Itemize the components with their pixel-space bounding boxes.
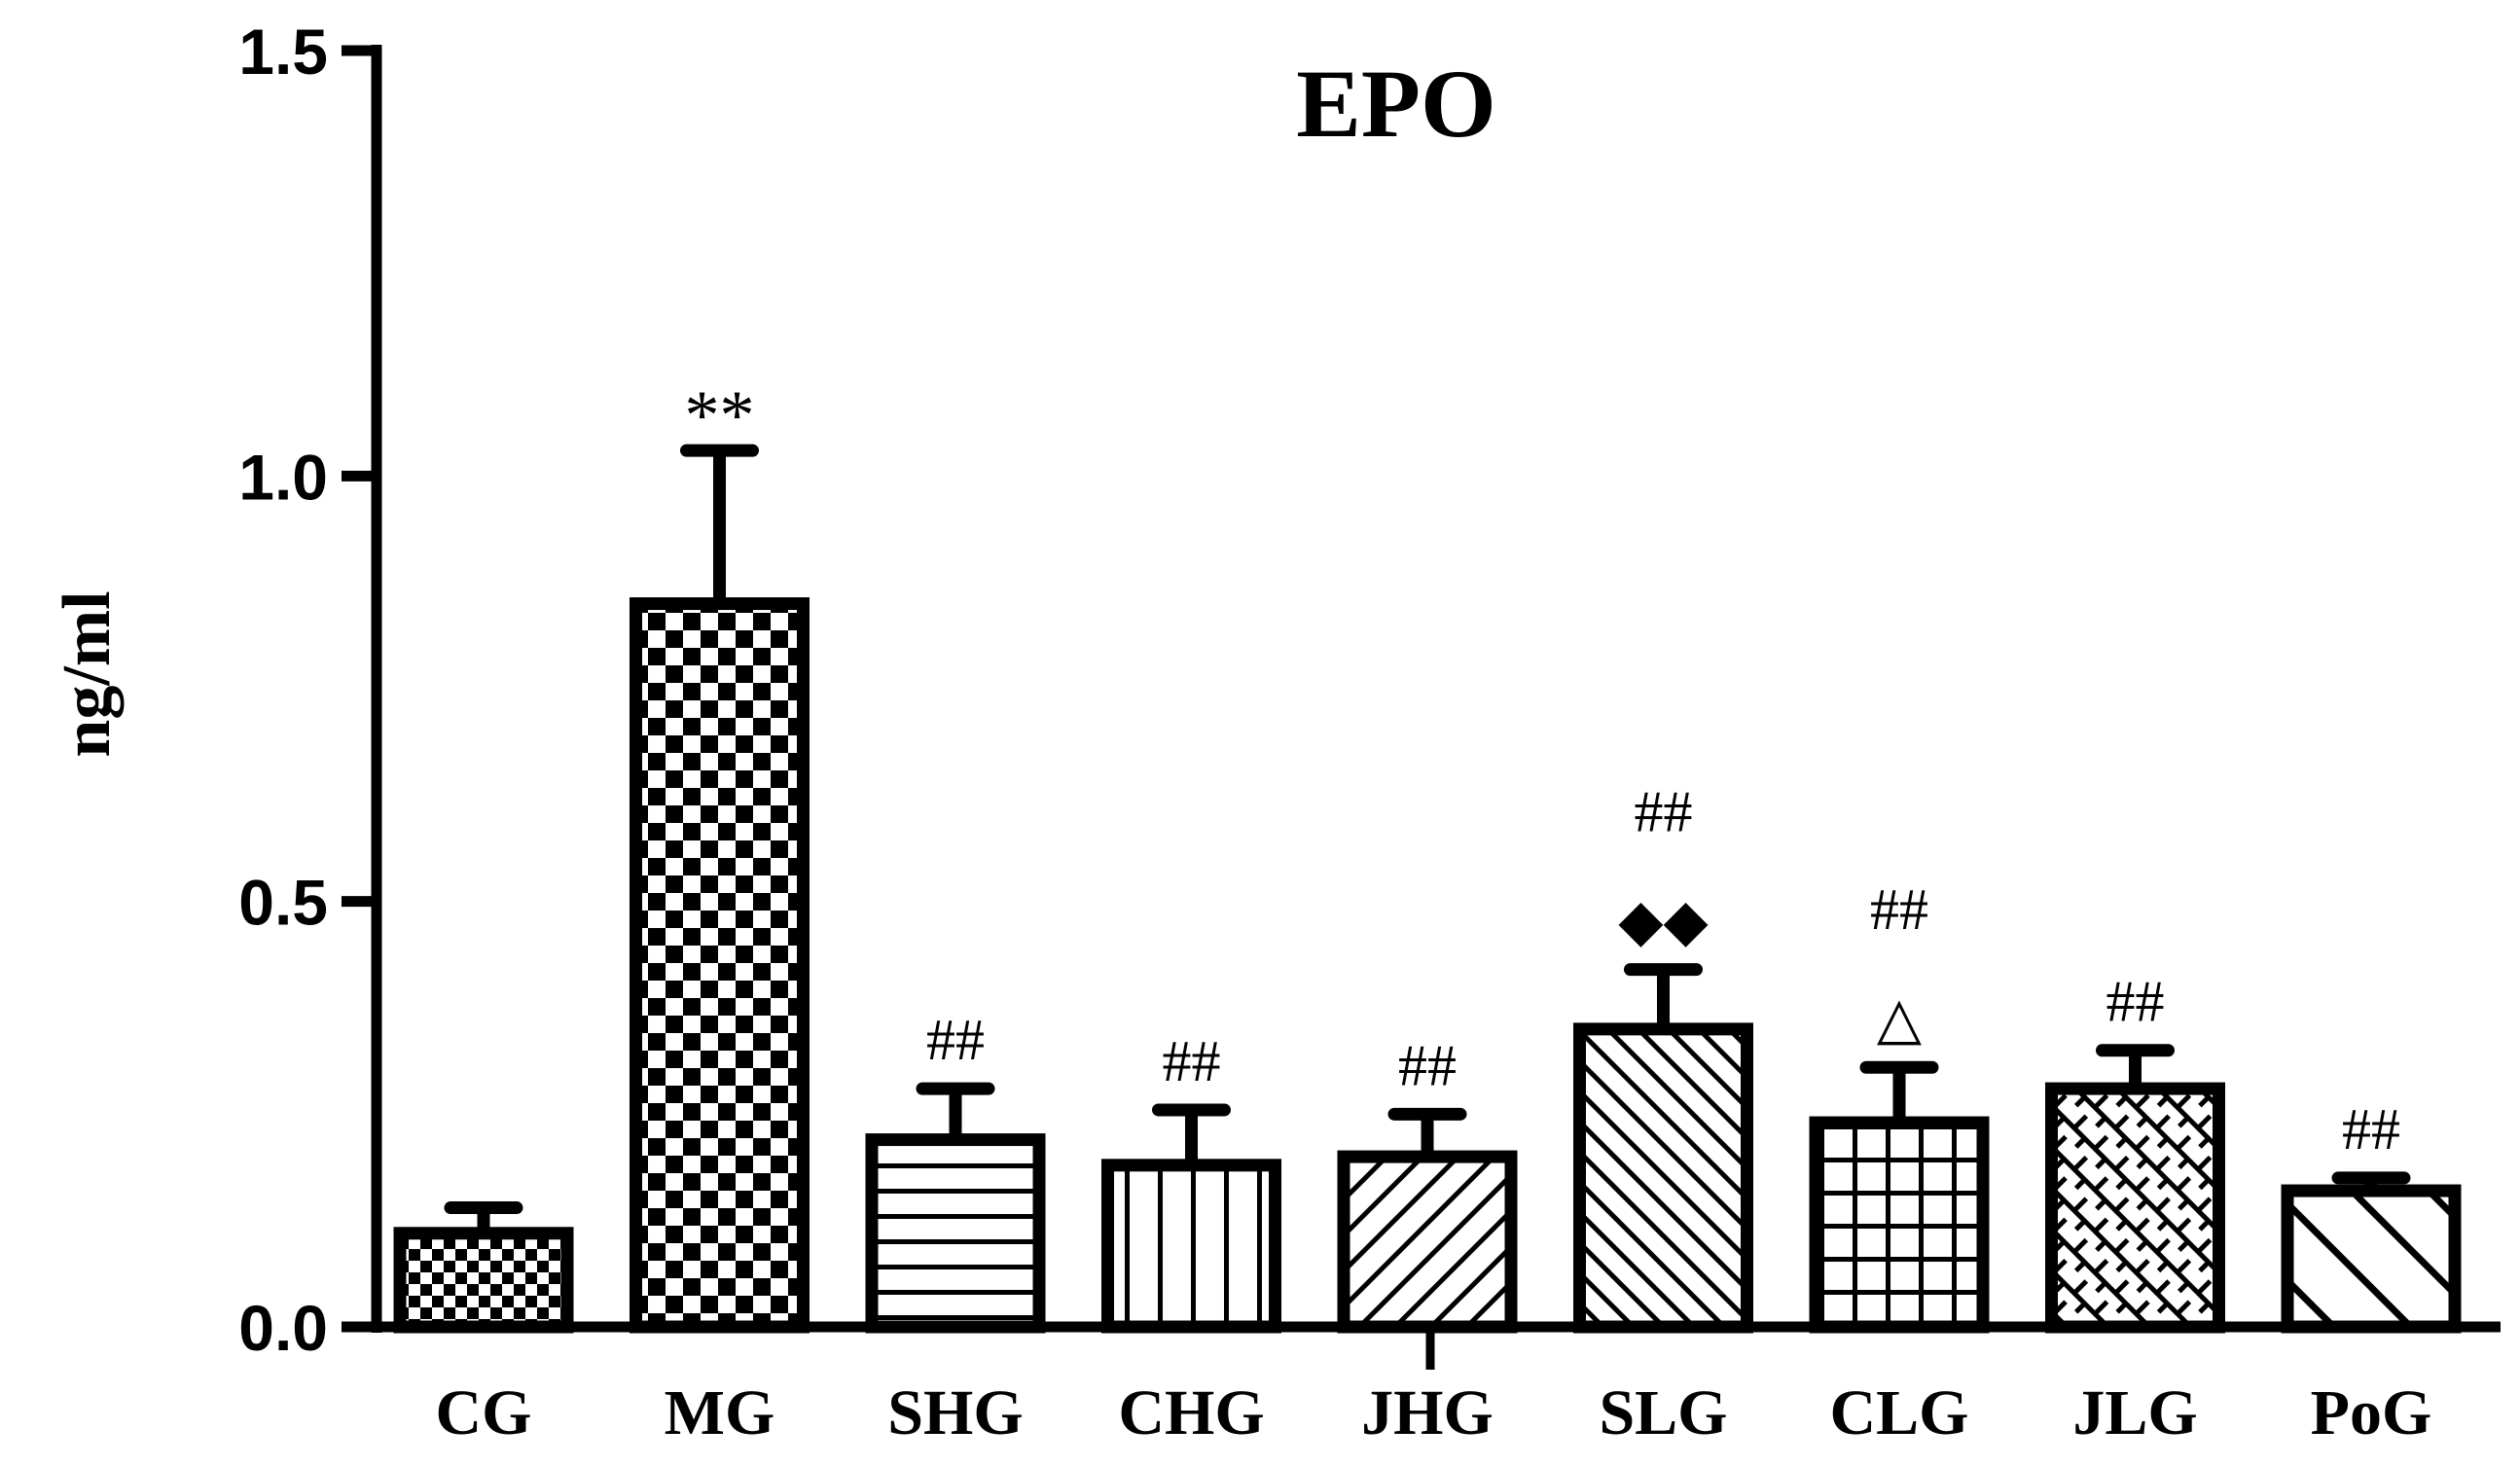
bar-pog [2281, 1184, 2462, 1334]
annotation-jlg-0: ## [2106, 970, 2165, 1034]
axes-layer [342, 45, 2501, 1370]
x-tick-label-shg: SHG [887, 1377, 1023, 1448]
bar-cg [393, 1227, 574, 1334]
x-tick-label-jlg: JLG [2072, 1377, 2197, 1448]
bar-slg [1573, 1022, 1753, 1334]
x-tick-label-pog: PoG [2311, 1377, 2432, 1448]
bar-jhg [1337, 1150, 1518, 1334]
annotation-jhg-0: ## [1398, 1033, 1457, 1097]
bar-jlg [2045, 1082, 2225, 1334]
x-tick-label-jhg: JHG [1361, 1377, 1494, 1448]
y-tick-label-0.5: 0.5 [238, 867, 328, 939]
bar-mg [630, 597, 810, 1334]
x-tick-label-mg: MG [665, 1377, 775, 1448]
x-tick-label-cg: CG [436, 1377, 532, 1448]
bar-shg [865, 1133, 1046, 1334]
y-tick-label-0.0: 0.0 [238, 1292, 328, 1364]
y-tick-label-1.5: 1.5 [238, 16, 328, 88]
annotation-chg-0: ## [1163, 1029, 1221, 1093]
y-tick-label-1.0: 1.0 [238, 441, 328, 513]
labels-layer: CG MG SHG CHG JHG SLG CLG JLG PoG ** ## ## ## ◆◆ ## △ ##… [238, 16, 2431, 1448]
annotation-mg-0: ** [685, 376, 755, 454]
y-axis-label: ng/ml [50, 590, 125, 757]
x-tick-label-clg: CLG [1829, 1377, 1968, 1448]
x-tick-label-chg: CHG [1118, 1377, 1264, 1448]
bar-clg [1809, 1116, 1990, 1334]
annotation-pog-0: ## [2342, 1097, 2400, 1161]
annotation-slg-1: ◆◆ [1618, 889, 1708, 953]
chart-title: EPO [1296, 50, 1496, 158]
annotation-shg-0: ## [926, 1008, 985, 1072]
annotation-clg-1: △ [1877, 986, 1922, 1051]
annotation-slg-0: ## [1635, 780, 1693, 844]
annotation-clg-0: ## [1870, 877, 1928, 942]
bars-layer [393, 444, 2462, 1334]
bar-chg [1101, 1159, 1281, 1334]
x-tick-label-slg: SLG [1599, 1377, 1727, 1448]
